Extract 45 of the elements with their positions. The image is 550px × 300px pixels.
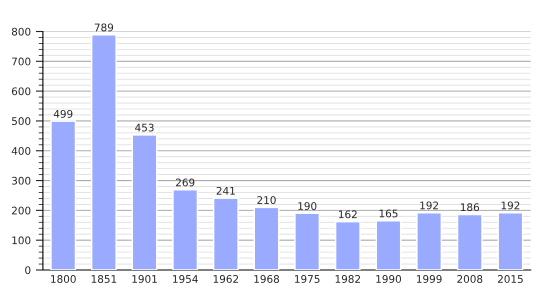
y-tick-label: 400 [12, 146, 30, 155]
data-label: 192 [502, 201, 520, 210]
data-label: 190 [298, 202, 316, 210]
bar [254, 206, 280, 270]
bar [50, 120, 76, 270]
data-label: 453 [135, 124, 154, 132]
data-label: 165 [380, 210, 398, 218]
x-tick-label: 1975 [295, 275, 320, 283]
bar [212, 197, 239, 270]
x-tick-label: 1901 [132, 275, 157, 283]
x-tick-label: 2008 [457, 275, 482, 283]
data-label: 162 [339, 210, 357, 218]
y-tick-label: 600 [12, 87, 30, 96]
data-label: 192 [420, 201, 438, 210]
y-tick-label: 0 [25, 266, 30, 274]
bar [456, 214, 483, 270]
y-tick-label: 500 [12, 117, 30, 126]
y-tick-label: 300 [12, 176, 30, 185]
bar [376, 220, 402, 270]
bar [498, 212, 524, 270]
bar [172, 189, 198, 270]
data-label: 499 [54, 110, 72, 118]
x-tick-label: 1999 [417, 275, 442, 283]
data-label: 186 [460, 203, 480, 212]
bar [90, 34, 117, 270]
data-label: 789 [94, 23, 114, 32]
x-tick-label: 1990 [376, 275, 402, 283]
x-tick-label: 1982 [336, 275, 360, 283]
data-label: 241 [216, 186, 235, 195]
x-tick-label: 2015 [498, 275, 523, 283]
bar [294, 212, 320, 270]
bar [416, 212, 442, 270]
x-tick-label: 1800 [51, 275, 76, 283]
y-tick-label: 700 [12, 58, 30, 66]
bar [132, 134, 158, 270]
data-label: 210 [257, 196, 276, 204]
y-tick-label: 800 [12, 28, 30, 36]
y-tick-label: 100 [12, 236, 30, 244]
x-tick-label: 1954 [173, 275, 198, 283]
x-tick-label: 1851 [92, 275, 116, 283]
x-tick-label: 1962 [214, 275, 238, 283]
y-tick-label: 200 [12, 206, 30, 214]
x-tick-label: 1968 [254, 275, 280, 283]
bar [334, 221, 361, 270]
data-label: 269 [176, 178, 194, 186]
